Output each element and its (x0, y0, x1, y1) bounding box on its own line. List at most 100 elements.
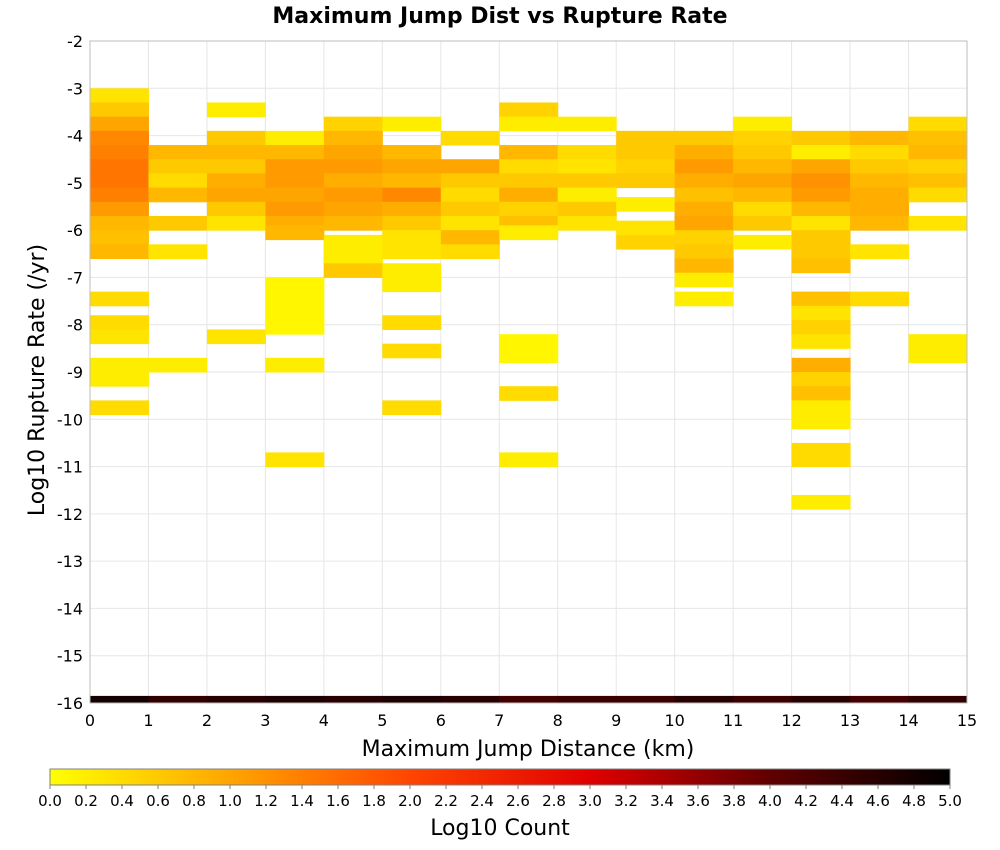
heatmap-cell (674, 244, 734, 260)
heatmap-cell (148, 159, 208, 174)
colorbar-tick-label: 0.4 (110, 792, 134, 810)
heatmap-cell (791, 357, 851, 373)
x-tick-label: 0 (85, 711, 95, 730)
y-tick-label: -8 (67, 316, 83, 335)
heatmap-cell (323, 234, 383, 250)
x-tick-label: 8 (553, 711, 563, 730)
heatmap-cell (206, 695, 266, 704)
heatmap-cell (382, 244, 442, 260)
colorbar-tick-label: 5.0 (938, 792, 962, 810)
heatmap-cell (674, 258, 734, 274)
heatmap-cell (850, 130, 910, 146)
heatmap-cell (499, 145, 559, 160)
heatmap-cell (850, 215, 910, 231)
heatmap-cell (440, 695, 500, 704)
colorbar-tick-label: 1.8 (362, 792, 386, 810)
x-tick-label: 7 (494, 711, 504, 730)
heatmap-cell (206, 145, 266, 160)
colorbar-gradient (49, 768, 951, 786)
heatmap-cell (791, 414, 851, 430)
heatmap-cell (206, 329, 266, 345)
heatmap-cell (382, 116, 442, 132)
heatmap-cell (850, 145, 910, 160)
heatmap-cell (616, 173, 676, 189)
colorbar-tick-label: 3.4 (650, 792, 674, 810)
colorbar-tick-label: 4.2 (794, 792, 818, 810)
heatmap-cell (674, 215, 734, 231)
colorbar-tick-label: 3.0 (578, 792, 602, 810)
heatmap-cell (382, 263, 442, 278)
heatmap-cell (499, 159, 559, 174)
colorbar-tick-label: 0.8 (182, 792, 206, 810)
colorbar-tick-label: 3.8 (722, 792, 746, 810)
heatmap-cell (440, 244, 500, 260)
x-tick-label: 9 (611, 711, 621, 730)
colorbar-tick-label: 2.2 (434, 792, 458, 810)
colorbar-label: Log10 Count (430, 816, 570, 841)
heatmap-cell (791, 187, 851, 203)
x-tick-label: 10 (664, 711, 684, 730)
heatmap-cell (265, 173, 325, 189)
heatmap-cell (616, 197, 676, 212)
heatmap-cell (382, 145, 442, 160)
heatmap-cell (791, 145, 851, 160)
colorbar-tick-label: 1.4 (290, 792, 314, 810)
x-tick-label: 3 (260, 711, 270, 730)
colorbar-ticks: 0.0 0.2 0.4 0.6 0.8 1.0 1.2 1.4 1.6 1.8 2.0 2.2 2.4 2… (38, 785, 962, 810)
heatmap-cell (90, 291, 149, 307)
heatmap-cell (148, 357, 208, 373)
heatmap-cell (90, 695, 149, 704)
heatmap-cell (265, 319, 325, 335)
plot-area (89, 40, 968, 704)
heatmap-cell (90, 173, 149, 189)
heatmap-cell (90, 145, 149, 160)
heatmap-cell (499, 187, 559, 203)
heatmap-cell (90, 201, 149, 217)
heatmap-cell (791, 400, 851, 416)
x-tick-label: 12 (781, 711, 801, 730)
heatmap-cell (323, 173, 383, 189)
heatmap-cell (850, 187, 910, 203)
heatmap-cell (557, 215, 617, 231)
heatmap-cell (733, 173, 793, 189)
heatmap-cell (323, 159, 383, 174)
heatmap-cell (557, 173, 617, 189)
x-tick-label: 1 (143, 711, 153, 730)
y-tick-label: -11 (57, 458, 83, 477)
heatmap-cell (90, 315, 149, 330)
heatmap-cell (499, 348, 559, 364)
heatmap-cells (90, 88, 968, 704)
colorbar-tick-label: 1.2 (254, 792, 278, 810)
heatmap-cell (908, 173, 968, 189)
x-axis-ticks: 0 1 2 3 4 5 6 7 8 9 10 11 12 13 14 15 (85, 711, 977, 730)
heatmap-cell (90, 187, 149, 203)
heatmap-cell (265, 201, 325, 217)
heatmap-cell (499, 695, 559, 704)
heatmap-cell (265, 159, 325, 174)
heatmap-cell (265, 187, 325, 203)
heatmap-cell (733, 159, 793, 174)
heatmap-cell (499, 102, 559, 118)
heatmap-cell (440, 187, 500, 203)
heatmap-cell (382, 277, 442, 293)
heatmap-cell (674, 291, 734, 307)
heatmap-cell (148, 187, 208, 203)
colorbar-tick-label: 1.0 (218, 792, 242, 810)
heatmap-cell (90, 130, 149, 146)
heatmap-cell (557, 145, 617, 160)
heatmap-cell (90, 116, 149, 132)
colorbar-tick-label: 4.0 (758, 792, 782, 810)
heatmap-cell (850, 244, 910, 260)
heatmap-cell (265, 145, 325, 160)
x-tick-label: 5 (377, 711, 387, 730)
heatmap-cell (557, 187, 617, 203)
colorbar-tick-label: 4.6 (866, 792, 890, 810)
heatmap-cell (791, 305, 851, 321)
heatmap-cell (206, 159, 266, 174)
colorbar-tick-label: 2.8 (542, 792, 566, 810)
heatmap-cell (90, 88, 149, 103)
y-axis-label: Log10 Rupture Rate (/yr) (25, 244, 50, 516)
heatmap-cell (733, 215, 793, 231)
heatmap-cell (382, 215, 442, 231)
